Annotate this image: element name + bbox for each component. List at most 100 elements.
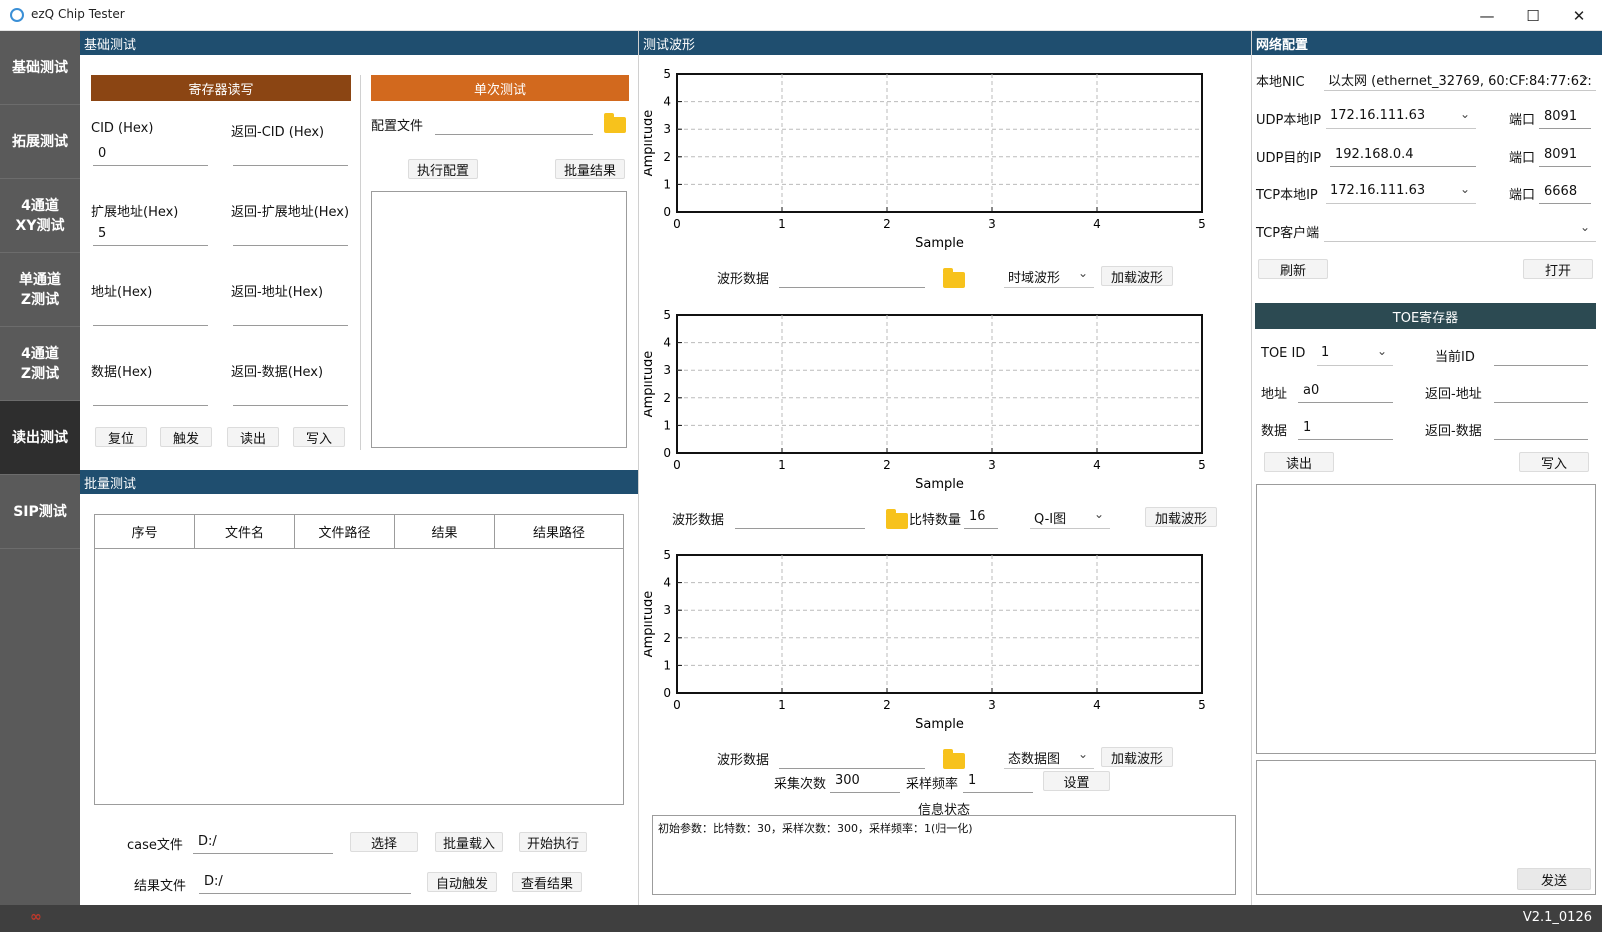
read-button[interactable]: 读出 [227, 427, 279, 447]
ret-ext-addr-label: 返回-扩展地址(Hex) [231, 205, 350, 220]
chevron-down-icon: ⌄ [1077, 747, 1088, 761]
start-button[interactable]: 开始执行 [519, 832, 587, 852]
sidebar-item-4ch-z-test[interactable]: 4通道 Z测试 [0, 327, 80, 401]
ret-data-input[interactable] [233, 382, 348, 406]
column-header-index[interactable]: 序号 [95, 515, 195, 549]
toe-addr-input[interactable] [1298, 379, 1393, 403]
chevron-down-icon: ⌄ [1093, 507, 1104, 521]
column-header-result-path[interactable]: 结果路径 [495, 515, 623, 549]
data-input[interactable] [93, 382, 208, 406]
app-icon [10, 8, 24, 22]
current-id-input[interactable] [1494, 342, 1588, 366]
wave3-load-button[interactable]: 加载波形 [1101, 747, 1173, 767]
trigger-button[interactable]: 触发 [160, 427, 212, 447]
toe-ret-addr-input[interactable] [1494, 379, 1588, 403]
bits-count-input[interactable] [964, 505, 998, 529]
wave3-data-label: 波形数据 [717, 753, 770, 768]
result-file-input[interactable] [199, 870, 411, 894]
x-tick-label: 0 [673, 698, 681, 712]
port2-input[interactable] [1539, 143, 1591, 167]
sidebar-item-1ch-z-test[interactable]: 单通道 Z测试 [0, 253, 80, 327]
batch-result-button[interactable]: 批量结果 [555, 159, 625, 179]
folder-icon[interactable] [943, 749, 965, 769]
select-button[interactable]: 选择 [350, 832, 418, 852]
port-label: 端口 [1509, 188, 1536, 203]
sidebar-item-basic-test[interactable]: 基础测试 [0, 31, 80, 105]
toe-data-input[interactable] [1298, 416, 1393, 440]
wave3-data-input[interactable] [779, 745, 925, 769]
wave2-mode-select[interactable]: Q-I图 ⌄ [1030, 505, 1110, 529]
wave1-load-button[interactable]: 加载波形 [1101, 266, 1173, 286]
wave2-data-input[interactable] [735, 505, 865, 529]
ret-addr-input[interactable] [233, 302, 348, 326]
tcp-client-select[interactable]: ⌄ [1324, 218, 1596, 242]
port3-input[interactable] [1539, 180, 1591, 204]
udp-local-value: 172.16.111.63 [1330, 108, 1426, 123]
udp-local-label: UDP本地IP [1256, 113, 1322, 128]
sidebar-item-readout-test[interactable]: 读出测试 [0, 401, 80, 475]
ret-ext-addr-input[interactable] [233, 222, 348, 246]
y-axis-label: Amplitude [644, 591, 656, 658]
folder-icon[interactable] [604, 113, 626, 133]
x-tick-label: 4 [1093, 458, 1101, 472]
refresh-button[interactable]: 刷新 [1258, 259, 1328, 279]
tcp-local-select[interactable]: 172.16.111.63 ⌄ [1326, 180, 1476, 204]
port-label: 端口 [1509, 113, 1536, 128]
chevron-down-icon: ⌄ [1077, 266, 1088, 280]
view-result-button[interactable]: 查看结果 [512, 872, 582, 892]
open-button[interactable]: 打开 [1523, 259, 1593, 279]
batch-load-button[interactable]: 批量载入 [435, 832, 503, 852]
toe-ret-data-input[interactable] [1494, 416, 1588, 440]
column-header-filename[interactable]: 文件名 [195, 515, 295, 549]
y-axis-label: Amplitude [644, 351, 656, 418]
column-header-result[interactable]: 结果 [395, 515, 495, 549]
toe-ret-data-label: 返回-数据 [1425, 424, 1482, 439]
info-status-box: 初始参数：比特数：30，采样次数：300，采样频率：1(归一化) [652, 815, 1236, 895]
toe-write-button[interactable]: 写入 [1519, 452, 1589, 472]
nic-select[interactable]: 以太网 (ethernet_32769, 60:CF:84:77:62: ⌄ [1324, 67, 1596, 91]
exec-config-button[interactable]: 执行配置 [408, 159, 478, 179]
send-button[interactable]: 发送 [1517, 868, 1591, 890]
addr-input[interactable] [93, 302, 208, 326]
folder-icon[interactable] [886, 509, 908, 529]
sample-count-input[interactable] [830, 769, 900, 793]
maximize-icon[interactable]: ☐ [1526, 6, 1540, 25]
toe-read-button[interactable]: 读出 [1264, 452, 1334, 472]
udp-dest-input[interactable] [1330, 143, 1476, 167]
auto-trigger-button[interactable]: 自动触发 [427, 872, 497, 892]
wave1-data-input[interactable] [779, 264, 925, 288]
minimize-icon[interactable]: — [1479, 6, 1495, 25]
column-header-filepath[interactable]: 文件路径 [295, 515, 395, 549]
port1-input[interactable] [1539, 105, 1591, 129]
sidebar-item-sip-test[interactable]: SIP测试 [0, 475, 80, 549]
title-bar: ezQ Chip Tester — ☐ ✕ [0, 0, 1602, 31]
wave2-load-button[interactable]: 加载波形 [1145, 507, 1217, 527]
case-file-input[interactable] [193, 830, 333, 854]
cid-input[interactable] [93, 142, 208, 166]
sidebar-item-4ch-xy-test[interactable]: 4通道 XY测试 [0, 179, 80, 253]
x-axis-label: Sample [915, 717, 964, 732]
y-tick-label: 0 [663, 686, 671, 700]
udp-local-select[interactable]: 172.16.111.63 ⌄ [1326, 105, 1476, 129]
set-button[interactable]: 设置 [1043, 771, 1110, 791]
wave3-mode-select[interactable]: 态数据图 ⌄ [1004, 745, 1094, 769]
ext-addr-input[interactable] [93, 222, 208, 246]
y-tick-label: 4 [663, 95, 671, 109]
sidebar-item-extended-test[interactable]: 拓展测试 [0, 105, 80, 179]
toe-id-select[interactable]: 1 ⌄ [1317, 342, 1393, 366]
sample-rate-input[interactable] [963, 769, 1033, 793]
x-axis-label: Sample [915, 236, 964, 251]
reset-button[interactable]: 复位 [95, 427, 147, 447]
close-icon[interactable]: ✕ [1572, 6, 1586, 25]
config-file-input[interactable] [435, 111, 593, 135]
chevron-down-icon: ⌄ [1459, 182, 1470, 196]
ret-cid-input[interactable] [233, 142, 348, 166]
folder-icon[interactable] [943, 268, 965, 288]
y-axis-label: Amplitude [644, 110, 656, 177]
wave1-mode-select[interactable]: 时域波形 ⌄ [1004, 264, 1094, 288]
wave2-data-label: 波形数据 [672, 513, 725, 528]
write-button[interactable]: 写入 [293, 427, 345, 447]
y-tick-label: 3 [663, 363, 671, 377]
plot-area [676, 554, 1203, 694]
plot-area [676, 314, 1203, 454]
